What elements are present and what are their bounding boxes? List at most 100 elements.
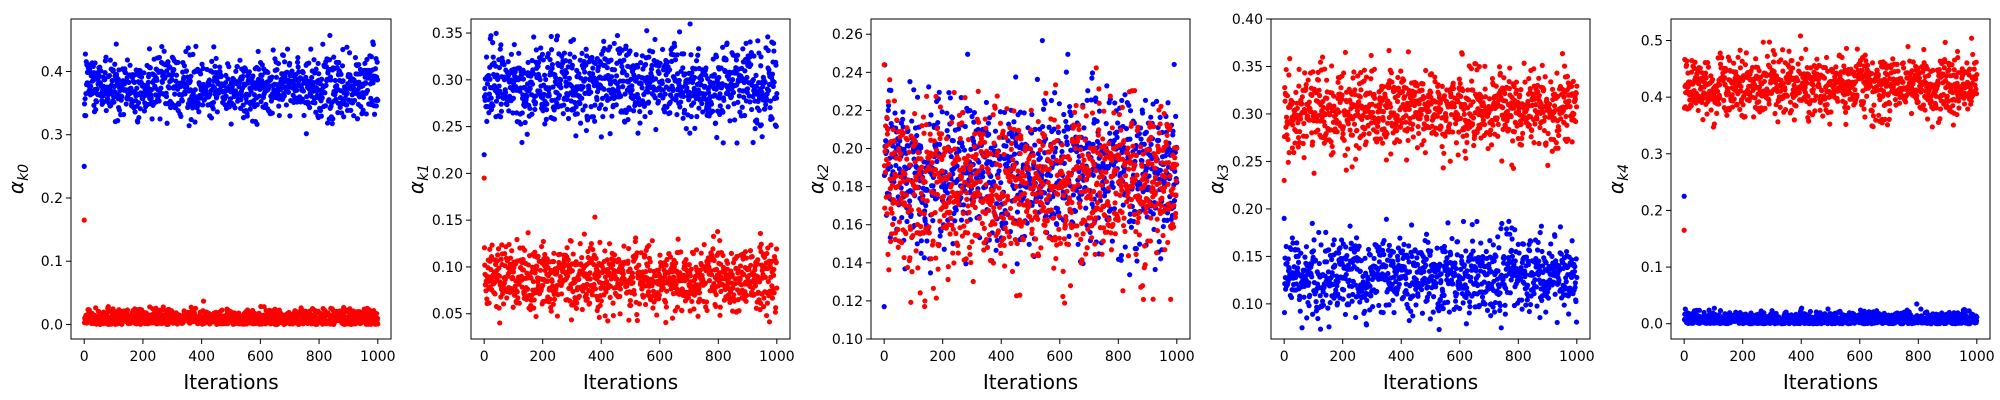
data-point: [126, 79, 132, 85]
data-point: [673, 260, 679, 266]
data-point: [497, 320, 503, 326]
data-point: [576, 276, 582, 283]
data-point: [667, 110, 673, 116]
data-point: [693, 247, 700, 253]
data-point: [736, 93, 742, 99]
data-point: [764, 250, 770, 257]
data-point: [936, 89, 942, 95]
data-point: [613, 102, 619, 108]
data-point: [136, 114, 142, 121]
data-point: [312, 100, 318, 106]
data-point: [650, 49, 656, 55]
data-point: [272, 306, 278, 312]
data-point: [351, 97, 358, 104]
data-point: [341, 114, 347, 120]
data-point: [537, 267, 544, 273]
data-point: [569, 62, 575, 68]
data-point: [604, 65, 610, 71]
data-point: [1152, 266, 1158, 273]
x-axis-label: Iterations: [183, 370, 278, 394]
data-point: [498, 256, 504, 262]
data-point: [522, 247, 528, 253]
data-point: [516, 50, 522, 56]
data-point: [762, 79, 768, 85]
data-point: [1054, 221, 1060, 227]
data-point: [354, 116, 361, 122]
data-point: [531, 297, 537, 303]
data-point: [983, 99, 990, 106]
data-point: [888, 87, 894, 93]
data-point: [154, 77, 160, 83]
data-point: [579, 50, 585, 57]
data-point: [600, 113, 606, 120]
data-point: [141, 108, 148, 114]
data-point: [188, 73, 194, 79]
data-point: [250, 73, 256, 79]
data-point: [529, 81, 536, 87]
data-point: [563, 70, 570, 76]
data-point: [237, 57, 243, 63]
data-point: [281, 93, 287, 99]
x-tick-label: 200: [130, 349, 157, 365]
data-point: [935, 119, 941, 126]
data-point: [955, 126, 962, 132]
data-point: [87, 68, 93, 74]
data-point: [276, 103, 282, 109]
data-point: [169, 77, 175, 83]
data-point: [524, 93, 530, 100]
data-point: [186, 123, 192, 129]
data-point: [102, 77, 108, 83]
data-point: [171, 67, 177, 73]
data-point: [630, 280, 636, 286]
data-point: [587, 270, 593, 276]
data-point: [904, 218, 910, 225]
data-point: [225, 76, 231, 82]
data-point: [309, 74, 315, 81]
data-point: [564, 106, 570, 112]
data-point: [546, 93, 552, 99]
data-point: [655, 98, 662, 105]
data-point: [941, 246, 947, 252]
data-point: [522, 119, 528, 126]
data-point: [254, 121, 260, 127]
data-point: [695, 52, 701, 58]
data-point: [124, 307, 131, 313]
data-point: [627, 48, 633, 54]
data-point: [665, 78, 672, 84]
data-point: [900, 116, 906, 122]
data-point: [602, 313, 608, 319]
data-point: [498, 108, 505, 114]
data-point: [527, 105, 533, 112]
data-point: [326, 57, 333, 63]
data-point: [375, 321, 381, 327]
data-point: [149, 116, 155, 122]
data-point: [593, 255, 599, 261]
data-point: [327, 32, 333, 39]
data-point: [222, 80, 229, 86]
data-point: [108, 102, 114, 109]
data-point: [699, 100, 705, 107]
data-point: [240, 102, 246, 108]
data-point: [680, 65, 686, 71]
data-point: [574, 300, 580, 306]
data-point: [761, 295, 767, 301]
data-point: [1026, 241, 1032, 247]
data-point: [734, 140, 740, 146]
y-axis-label: αk0: [4, 164, 32, 194]
data-point: [631, 291, 638, 297]
x-tick-label: 1000: [360, 349, 396, 365]
y-tick-label: 0.25: [432, 120, 463, 136]
data-point: [157, 116, 163, 122]
data-point: [192, 87, 198, 93]
data-point: [287, 113, 293, 119]
data-point: [674, 52, 680, 58]
data-point: [663, 319, 669, 326]
data-point: [289, 68, 295, 74]
data-point: [179, 98, 185, 104]
data-point: [765, 34, 771, 40]
data-point: [490, 103, 496, 109]
data-point: [606, 241, 613, 247]
data-point: [520, 76, 527, 82]
data-point: [156, 54, 163, 61]
data-point: [106, 73, 113, 79]
